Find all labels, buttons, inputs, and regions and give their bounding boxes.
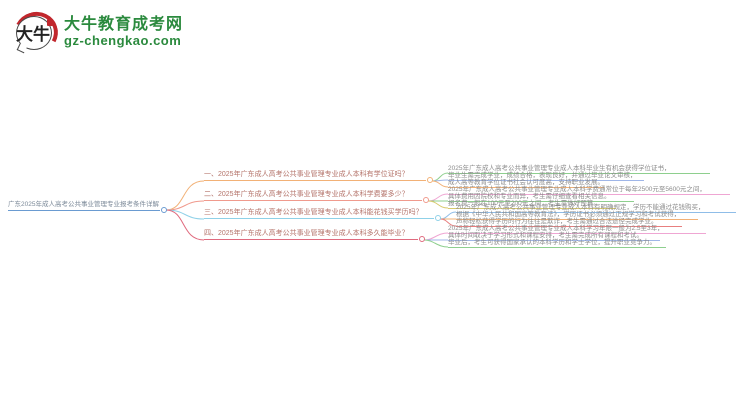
leaf-node[interactable]: 2025年广东成人高考公共事业管理专业成人本科学费通常位于每年2500元至560…: [448, 186, 730, 195]
branch-node-graduation-time[interactable]: 四、2025年广东成人高考公共事业管理专业成人本科多久能毕业？: [204, 230, 425, 242]
branch-node-tuition-fee[interactable]: 二、2025年广东成人高考公共事业管理专业成人本科学费要多少？: [204, 191, 429, 203]
leaf-node[interactable]: 报名费一般在100元至200元之间，考生需做好预算。: [448, 200, 616, 209]
leaf-node[interactable]: 毕业后，考生可获得国家承认的本科学历和学士学位，提升职业竞争力。: [448, 239, 666, 248]
branch-node-degree-certificate[interactable]: 一、2025年广东成人高考公共事业管理专业成人本科有学位证吗？: [204, 171, 433, 183]
link-root-branch3: [165, 209, 205, 220]
link-b1-leaf1: [431, 172, 449, 182]
link-root-branch4: [165, 209, 205, 241]
link-root-branch2: [165, 200, 205, 211]
link-b1-leaf2: [431, 179, 449, 182]
link-b2-leaf3: [427, 200, 449, 209]
leaf-node[interactable]: 具体费用因院校和专业而异，考生需仔细查看相关信息。: [448, 193, 634, 202]
leaf-node[interactable]: 根据《中华人民共和国高等教育法》，学历证书必须通过正规学习和考试获得，: [456, 211, 698, 220]
leaf-node[interactable]: 声称轻松获得学历的行为往往是欺诈，考生需通过合法途径完成学业。: [456, 218, 682, 227]
leaf-node[interactable]: 2025年广东成人高考公共事业管理专业成人本科有明确规定，学历不能通过花钱购买，: [456, 204, 736, 213]
link-b3-leaf1: [439, 211, 457, 220]
leaf-node[interactable]: 成人高等教育学位证书社会认可度高，支持职业发展。: [448, 179, 604, 188]
site-domain: gz-chengkao.com: [64, 32, 182, 48]
link-b1-leaf3: [431, 180, 449, 188]
link-b2-leaf1: [427, 193, 449, 202]
leaf-node[interactable]: 2025年广东成人高考公共事业管理专业成人本科学习年限一般为2.5至3年，: [448, 225, 706, 234]
mindmap-root-node[interactable]: 广东2025年成人高考公共事业管理专业报考条件详解: [8, 201, 167, 213]
site-name: 大牛教育成考网: [64, 16, 184, 34]
branch-node-buy-diploma[interactable]: 三、2025年广东成人高考公共事业管理专业成人本科能花钱买学历吗？: [204, 209, 441, 221]
logo-red-seal: [47, 19, 53, 26]
link-root-branch1: [165, 180, 205, 211]
leaf-node[interactable]: 毕业生需完成学业，成绩合格，表现良好，并通过毕业论文审核，: [448, 172, 644, 181]
daniu-bull-logo-icon: 大牛: [8, 6, 64, 60]
logo-icon-text: 大牛: [16, 24, 50, 45]
site-logo[interactable]: 大牛 大牛教育成考网 gz-chengkao.com: [8, 6, 184, 60]
leaf-node[interactable]: 具体时间取决于学习形式和课程安排，考生需完成所有课程和考试。: [448, 232, 660, 241]
link-b4-leaf3: [423, 239, 449, 248]
leaf-node[interactable]: 2025年广东成人高考公共事业管理专业成人本科毕业生有机会获得学位证书，: [448, 165, 710, 174]
link-b4-leaf1: [423, 232, 449, 241]
